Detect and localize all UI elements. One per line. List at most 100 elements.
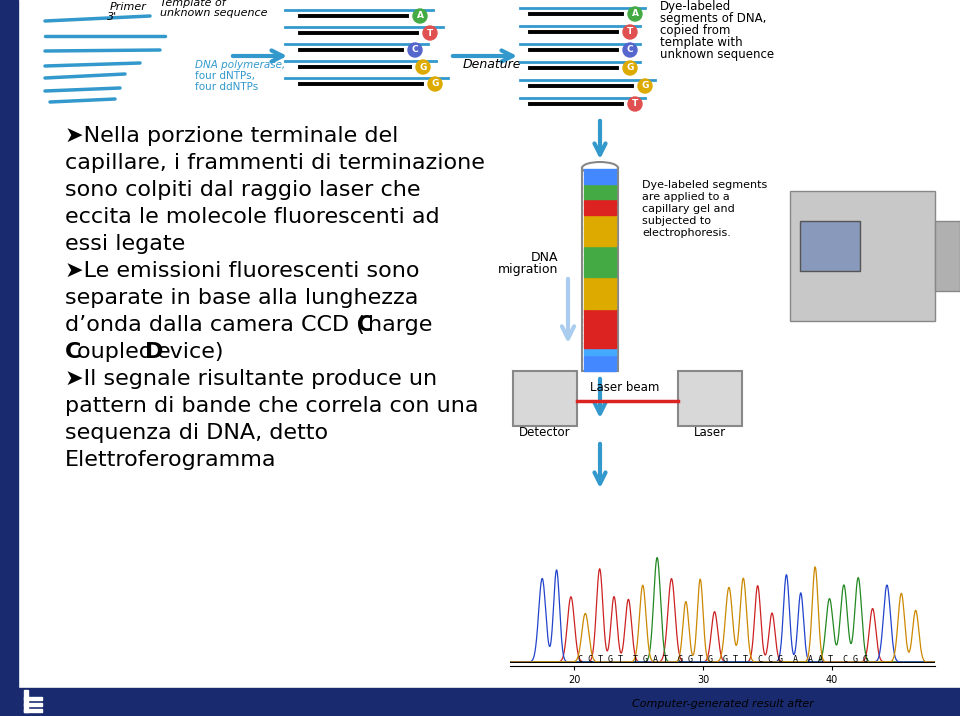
Text: copied from: copied from [660, 24, 731, 37]
Text: template with: template with [660, 36, 743, 49]
Text: segments of DNA,: segments of DNA, [660, 12, 766, 25]
Bar [790, 191, 935, 321]
Text: unknown sequence: unknown sequence [660, 48, 774, 61]
Bar [584, 239, 616, 246]
Circle shape [413, 9, 427, 23]
Text: G: G [641, 82, 649, 90]
Bar [584, 325, 616, 332]
Text: four ddNTPs: four ddNTPs [195, 82, 258, 92]
Text: s.r.l.: s.r.l. [110, 702, 128, 712]
Text: D: D [145, 342, 163, 362]
Text: T: T [427, 29, 433, 37]
Circle shape [623, 25, 637, 39]
Text: Dye-labeled: Dye-labeled [660, 0, 732, 13]
Text: Detector: Detector [519, 426, 571, 439]
Bar [582, 168, 618, 371]
Text: C C T G T  T G A T  G G T G  G T T  C C G  A  A A T  C G G: C C T G T T G A T G G T G G T T C C G A … [578, 655, 868, 664]
Text: C: C [627, 46, 634, 54]
Text: harge: harge [368, 315, 432, 335]
Bar [584, 317, 616, 324]
Text: G: G [420, 62, 426, 72]
Bar [584, 294, 616, 301]
Circle shape [628, 97, 642, 111]
Bar [935, 221, 960, 291]
Text: T: T [632, 100, 638, 109]
Text: Elettroferogramma: Elettroferogramma [65, 450, 276, 470]
Bar [584, 341, 616, 347]
Bar [584, 271, 616, 277]
Text: Laser beam: Laser beam [590, 381, 660, 394]
Text: ➤Il segnale risultante produce un: ➤Il segnale risultante produce un [65, 369, 437, 389]
Bar [584, 263, 616, 269]
Bar [584, 185, 616, 191]
Bar [584, 200, 616, 207]
Bar [0, 0, 18, 688]
Text: Computer-generated result after: Computer-generated result after [632, 699, 813, 709]
Bar [584, 279, 616, 285]
Bar [584, 177, 616, 183]
Bar [584, 247, 616, 254]
Text: DNA: DNA [531, 251, 558, 264]
Circle shape [623, 61, 637, 75]
Text: G: G [431, 79, 439, 89]
Text: separate in base alla lunghezza: separate in base alla lunghezza [65, 288, 419, 308]
Text: 3': 3' [107, 12, 117, 22]
Text: essi legate: essi legate [65, 234, 185, 254]
Bar [513, 371, 577, 426]
Bar [584, 349, 616, 355]
Circle shape [623, 43, 637, 57]
Text: are applied to a: are applied to a [642, 192, 730, 202]
Text: A: A [417, 11, 423, 21]
Text: evice): evice) [157, 342, 225, 362]
Bar [678, 371, 742, 426]
Bar [584, 193, 616, 199]
Text: Denature: Denature [463, 58, 521, 71]
Ellipse shape [582, 162, 618, 174]
Text: Primer: Primer [110, 2, 147, 12]
Bar [24, 697, 42, 700]
Text: oupled: oupled [77, 342, 160, 362]
Text: migration: migration [497, 263, 558, 276]
Circle shape [638, 79, 652, 93]
Text: eccita le molecole fluorescenti ad: eccita le molecole fluorescenti ad [65, 207, 440, 227]
Text: unknown sequence: unknown sequence [160, 8, 268, 18]
Bar [584, 231, 616, 238]
Text: ➤Le emissioni fluorescenti sono: ➤Le emissioni fluorescenti sono [65, 261, 420, 281]
Bar [20, 690, 42, 712]
Bar [24, 709, 42, 712]
Circle shape [408, 43, 422, 57]
Circle shape [416, 60, 430, 74]
Bar [24, 703, 42, 706]
Text: T: T [627, 27, 634, 37]
Text: sequenza di DNA, detto: sequenza di DNA, detto [65, 423, 328, 443]
Text: Dye-labeled segments: Dye-labeled segments [642, 180, 767, 190]
Text: subjected to: subjected to [642, 216, 711, 226]
Text: Test: Test [48, 689, 106, 713]
Bar [800, 221, 860, 271]
Bar [584, 333, 616, 340]
Bar [584, 309, 616, 316]
Bar [584, 216, 616, 223]
Circle shape [428, 77, 442, 91]
Text: pattern di bande che correla con una: pattern di bande che correla con una [65, 396, 478, 416]
Bar [24, 690, 28, 712]
Text: electrophoresis.: electrophoresis. [642, 228, 731, 238]
Text: four dNTPs,: four dNTPs, [195, 71, 255, 81]
Text: C: C [65, 342, 82, 362]
Text: A: A [632, 9, 638, 19]
Text: d’onda dalla camera CCD (: d’onda dalla camera CCD ( [65, 315, 365, 335]
Text: C: C [412, 46, 419, 54]
Text: ➤Nella porzione terminale del: ➤Nella porzione terminale del [65, 126, 398, 146]
Bar [584, 364, 616, 371]
Text: capillare, i frammenti di terminazione: capillare, i frammenti di terminazione [65, 153, 485, 173]
Text: Laser: Laser [694, 426, 726, 439]
Circle shape [423, 26, 437, 40]
Bar [132, 692, 148, 710]
Circle shape [628, 7, 642, 21]
Text: C: C [357, 315, 373, 335]
Bar [584, 208, 616, 215]
Bar [584, 301, 616, 309]
Bar [0, 688, 960, 716]
Text: capillary gel and: capillary gel and [642, 204, 734, 214]
Bar [584, 255, 616, 261]
